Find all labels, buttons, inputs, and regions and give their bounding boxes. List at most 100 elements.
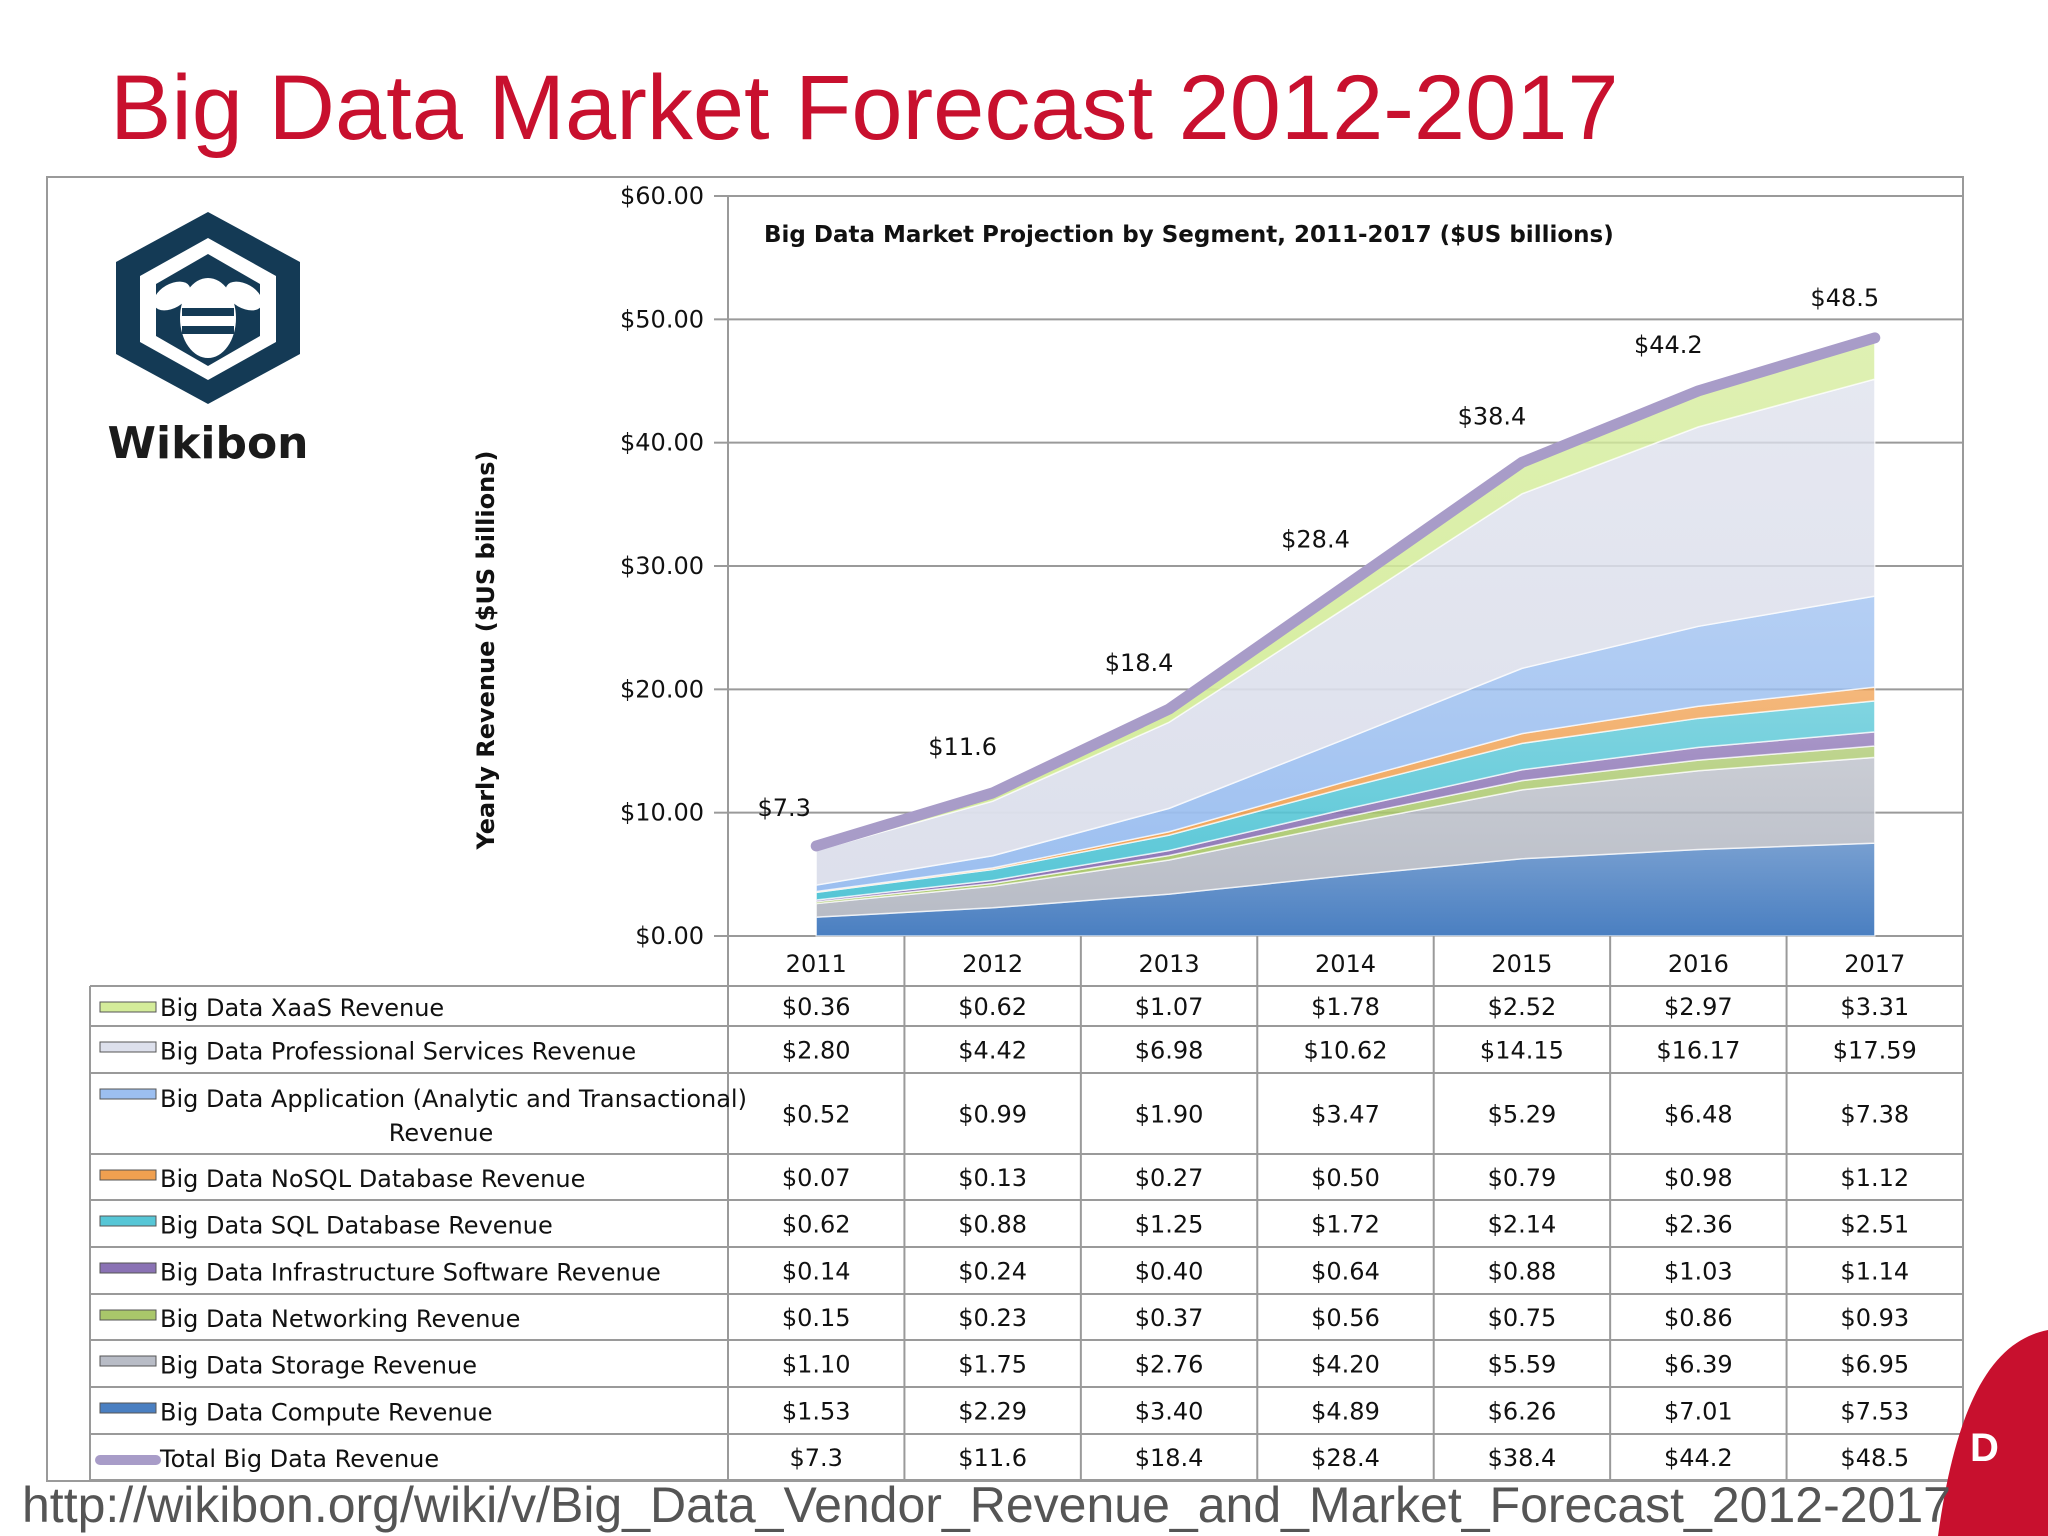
chart-title: Big Data Market Projection by Segment, 2…: [764, 222, 1614, 248]
x-tick-label: 2013: [1139, 950, 1200, 978]
table-cell: $1.03: [1664, 1258, 1733, 1286]
table-row-label: Big Data Compute Revenue: [160, 1399, 493, 1427]
table-row-label: Big Data Infrastructure Software Revenue: [160, 1259, 661, 1287]
corner-brand-text: D: [1970, 1426, 1999, 1470]
table-cell: $5.29: [1488, 1101, 1557, 1129]
total-point: [989, 789, 996, 796]
table-cell: $0.62: [958, 993, 1027, 1021]
table-cell: $1.72: [1311, 1211, 1380, 1239]
table-cell: $6.98: [1135, 1037, 1204, 1065]
table-cell: $11.6: [958, 1444, 1027, 1472]
table-cell: $6.48: [1664, 1101, 1733, 1129]
x-tick-label: 2014: [1315, 950, 1376, 978]
logo-wordmark: Wikibon: [107, 418, 309, 469]
table-row-label: Big Data Application (Analytic and Trans…: [160, 1085, 747, 1113]
legend-swatch: [99, 1215, 157, 1227]
table-cell: $0.50: [1311, 1164, 1380, 1192]
y-tick-label: $10.00: [620, 799, 704, 827]
table-cell: $16.17: [1656, 1037, 1740, 1065]
table-cell: $1.53: [782, 1398, 851, 1426]
total-point: [1695, 387, 1702, 394]
table-cell: $1.78: [1311, 993, 1380, 1021]
table-cell: $18.4: [1135, 1444, 1204, 1472]
table-cell: $0.64: [1311, 1258, 1380, 1286]
table-cell: $0.88: [958, 1211, 1027, 1239]
table-cell: $2.36: [1664, 1211, 1733, 1239]
table-cell: $6.39: [1664, 1351, 1733, 1379]
table-cell: $17.59: [1833, 1037, 1917, 1065]
table-cell: $4.89: [1311, 1398, 1380, 1426]
legend-swatch: [99, 1402, 157, 1414]
table-row-label: Big Data Storage Revenue: [160, 1352, 477, 1380]
table-cell: $48.5: [1840, 1444, 1909, 1472]
table-cell: $3.47: [1311, 1101, 1380, 1129]
total-point: [1166, 706, 1173, 713]
table-row-label: Big Data Professional Services Revenue: [160, 1038, 636, 1066]
total-point-label: $11.6: [928, 733, 997, 761]
table-cell: $7.38: [1840, 1101, 1909, 1129]
table-row-label: Big Data Networking Revenue: [160, 1305, 520, 1333]
source-url[interactable]: http://wikibon.org/wiki/v/Big_Data_Vendo…: [22, 1477, 1951, 1533]
legend-swatch: [99, 1169, 157, 1181]
table-cell: $0.99: [958, 1101, 1027, 1129]
table-cell: $4.42: [958, 1037, 1027, 1065]
y-tick-label: $40.00: [620, 429, 704, 457]
table-cell: $5.59: [1488, 1351, 1557, 1379]
legend-swatch: [99, 1041, 157, 1053]
table-cell: $6.26: [1488, 1398, 1557, 1426]
table-cell: $0.24: [958, 1258, 1027, 1286]
total-point-label: $38.4: [1458, 402, 1527, 430]
table-cell: $3.31: [1840, 993, 1909, 1021]
y-axis-label: Yearly Revenue ($US billions): [472, 451, 500, 851]
table-cell: $7.3: [789, 1444, 842, 1472]
legend-swatch: [99, 1088, 157, 1100]
table-cell: $10.62: [1304, 1037, 1388, 1065]
table-cell: $2.51: [1840, 1211, 1909, 1239]
table-cell: $2.97: [1664, 993, 1733, 1021]
table-cell: $6.95: [1840, 1351, 1909, 1379]
total-point-label: $28.4: [1281, 526, 1350, 554]
x-tick-label: 2015: [1491, 950, 1552, 978]
total-point: [1342, 582, 1349, 589]
y-tick-label: $0.00: [635, 922, 704, 950]
table-cell: $1.07: [1135, 993, 1204, 1021]
y-tick-label: $30.00: [620, 552, 704, 580]
table-cell: $0.40: [1135, 1258, 1204, 1286]
table-cell: $0.56: [1311, 1304, 1380, 1332]
table-cell: $7.01: [1664, 1398, 1733, 1426]
table-cell: $1.12: [1840, 1164, 1909, 1192]
table-cell: $0.86: [1664, 1304, 1733, 1332]
table-cell: $0.07: [782, 1164, 851, 1192]
table-cell: $1.25: [1135, 1211, 1204, 1239]
total-point-label: $44.2: [1634, 331, 1703, 359]
table-cell: $0.62: [782, 1211, 851, 1239]
table-cell: $0.14: [782, 1258, 851, 1286]
corner-brand-swoosh: [1938, 1330, 2048, 1536]
table-cell: $0.15: [782, 1304, 851, 1332]
table-cell: $1.75: [958, 1351, 1027, 1379]
total-point-label: $18.4: [1105, 649, 1174, 677]
table-cell: $3.40: [1135, 1398, 1204, 1426]
x-tick-label: 2012: [962, 950, 1023, 978]
table-cell: $2.80: [782, 1037, 851, 1065]
table-cell: $0.23: [958, 1304, 1027, 1332]
total-point-label: $48.5: [1810, 284, 1879, 312]
table-cell: $4.20: [1311, 1351, 1380, 1379]
table-cell: $14.15: [1480, 1037, 1564, 1065]
table-cell: $28.4: [1311, 1444, 1380, 1472]
y-tick-label: $20.00: [620, 675, 704, 703]
table-cell: $0.79: [1488, 1164, 1557, 1192]
x-tick-label: 2011: [786, 950, 847, 978]
total-point: [1871, 334, 1878, 341]
table-cell: $0.52: [782, 1101, 851, 1129]
bee-hexagon-icon: [116, 212, 300, 404]
table-cell: $0.98: [1664, 1164, 1733, 1192]
table-cell: $0.37: [1135, 1304, 1204, 1332]
y-tick-label: $50.00: [620, 305, 704, 333]
legend-swatch: [99, 1001, 157, 1013]
table-cell: $0.27: [1135, 1164, 1204, 1192]
y-tick-label: $60.00: [620, 182, 704, 210]
table-row-label: Big Data NoSQL Database Revenue: [160, 1165, 585, 1193]
table-cell: $2.14: [1488, 1211, 1557, 1239]
